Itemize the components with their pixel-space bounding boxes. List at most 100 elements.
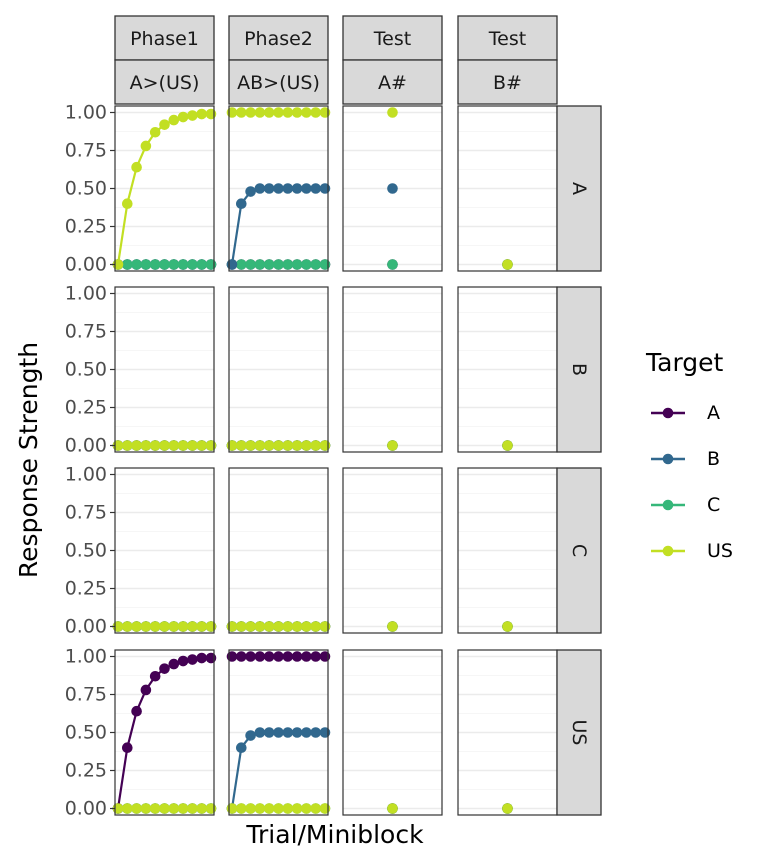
data-point-US [319,107,331,118]
data-point-US [177,803,189,814]
legend-label: A [707,402,720,424]
data-point-C [205,259,217,270]
data-point-US [502,621,513,632]
column-strip-bottom-bg [114,59,215,105]
row-strip-bg [556,649,602,816]
data-point-US [263,440,275,451]
data-point-B [273,727,284,738]
data-point-B [291,727,303,738]
data-point-US [205,803,217,814]
data-point-C [387,259,398,270]
data-point-C [319,259,331,270]
y-axis-row-C: 0.00 0.25 0.50 0.75 1.00 [65,464,115,638]
panel-border [228,105,329,272]
data-point-B [254,727,266,738]
data-point-US [196,803,207,814]
panel-border [342,105,443,272]
data-point-US [291,803,303,814]
row-strip-label: B [568,363,590,376]
data-point-US [122,621,133,632]
legend: Target A B C US [645,348,733,562]
data-point-US [319,621,331,632]
data-point-B [319,183,331,194]
column-strip-2: Phase2 AB>(US) [228,15,329,105]
panel-US-2 [226,649,331,816]
data-point-B [245,186,256,197]
data-point-C [263,259,275,270]
series-US [502,440,513,451]
series-B [387,183,398,194]
data-point-US [310,803,322,814]
series-US [387,440,398,451]
data-point-C [159,259,170,270]
data-point-US [301,803,312,814]
y-axis-row-A: 0.00 0.25 0.50 0.75 1.00 [65,102,115,276]
data-point-A [263,651,275,662]
panel-A-3 [342,105,443,272]
panel-A-2 [226,105,331,272]
panel-C-3 [342,467,443,634]
column-strip-label-bottom: A# [378,72,407,94]
data-point-US [131,621,142,632]
axes-layer: 0.00 0.25 0.50 0.75 1.00 0.00 0.25 0.50 0.75 1.00… [65,102,115,820]
column-strip-label-top: Phase1 [130,28,199,50]
panel-B-4 [457,286,558,453]
data-point-US [205,108,217,120]
column-strip-top-bg [228,15,329,61]
data-point-US [387,621,398,632]
data-point-US [159,119,170,130]
data-point-US [226,107,238,118]
column-strip-label-bottom: B# [493,72,522,94]
y-axis-row-US: 0.00 0.25 0.50 0.75 1.00 [65,646,115,820]
column-strip-label-top: Test [373,28,411,50]
panel-C-4 [457,467,558,634]
series-US [502,803,513,814]
data-point-US [254,107,266,118]
data-point-US [273,803,284,814]
data-point-B [263,183,275,194]
panels-layer [112,105,558,816]
panel-A-4 [457,105,558,272]
row-strip-bg [556,467,602,634]
column-strip-label-bottom: A>(US) [130,72,200,94]
data-point-US [387,803,398,814]
row-strip-A: A [556,105,602,272]
column-strip-top-bg [114,15,215,61]
data-point-C [310,259,322,270]
data-point-US [140,140,152,152]
data-point-US [282,621,294,632]
series-C [387,259,398,270]
data-point-A [177,655,189,667]
data-point-B [282,183,294,194]
data-point-US [254,440,266,451]
series-US [502,621,513,632]
panel-border [342,286,443,453]
legend-entries: A B C US [651,402,733,562]
series-US [387,803,398,814]
data-point-US [301,621,312,632]
data-point-C [122,259,133,270]
data-point-A [301,651,312,662]
data-point-B [319,727,331,738]
data-point-B [301,183,312,194]
data-point-US [263,107,275,118]
series-US [112,440,217,451]
data-point-A [140,684,152,696]
data-point-B [282,727,294,738]
column-strip-label-bottom: AB>(US) [237,72,320,94]
y-tick-label: 0.25 [65,216,107,238]
row-strip-label: A [568,182,590,195]
data-point-US [301,440,312,451]
legend-key-point [662,453,674,465]
data-point-US [245,440,256,451]
y-tick-label: 1.00 [65,464,107,486]
y-tick-label: 0.00 [65,798,107,820]
y-tick-label: 0.50 [65,178,107,200]
series-US [112,803,217,814]
data-point-C [196,259,207,270]
legend-entry-C: C [651,494,720,516]
column-strip-label-top: Test [488,28,526,50]
data-point-US [263,621,275,632]
column-strip-bottom-bg [457,59,558,105]
